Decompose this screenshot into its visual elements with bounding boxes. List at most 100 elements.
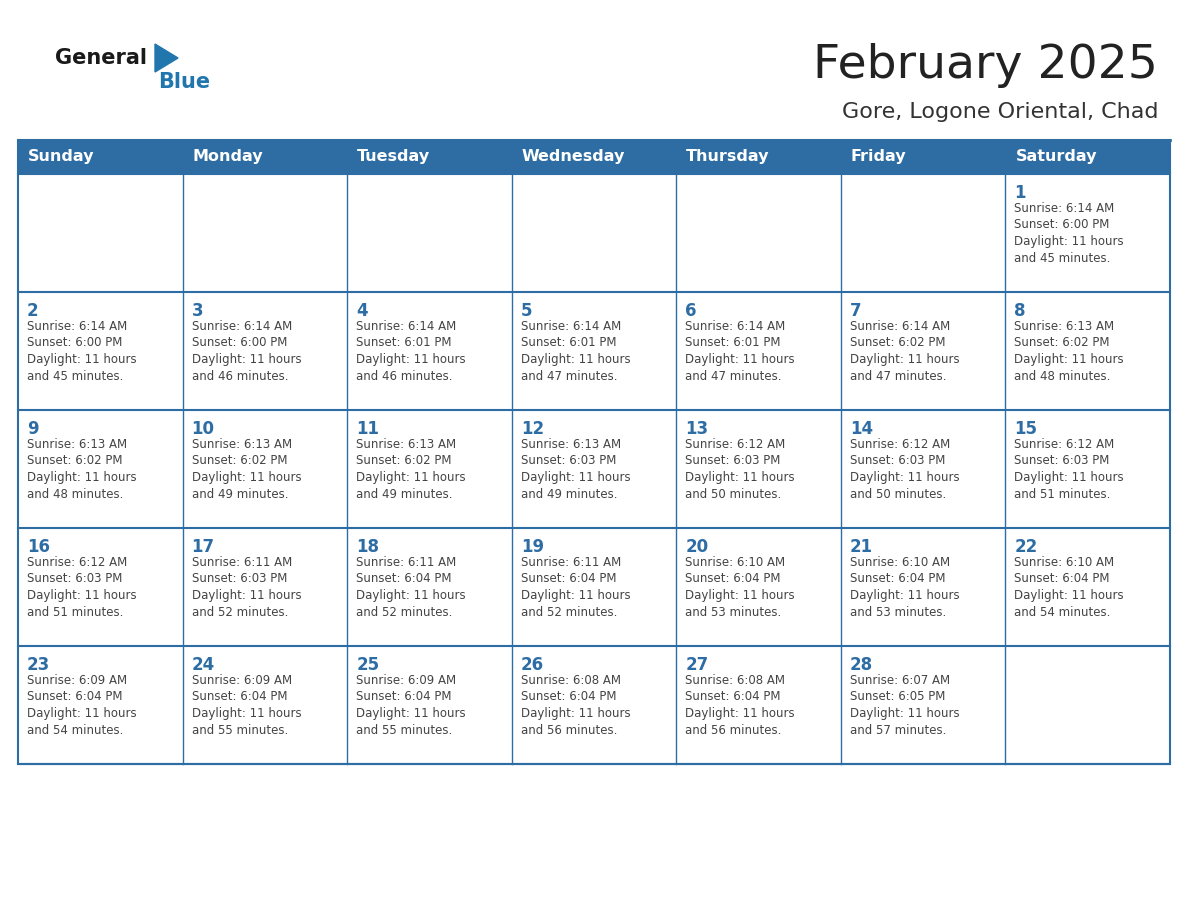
Text: and 49 minutes.: and 49 minutes. — [191, 487, 287, 500]
Text: and 45 minutes.: and 45 minutes. — [1015, 252, 1111, 264]
Text: and 51 minutes.: and 51 minutes. — [27, 606, 124, 619]
Text: Sunset: 6:04 PM: Sunset: 6:04 PM — [849, 573, 946, 586]
Bar — [676, 174, 841, 292]
Text: Sunrise: 6:14 AM: Sunrise: 6:14 AM — [191, 320, 292, 333]
Text: and 50 minutes.: and 50 minutes. — [849, 487, 946, 500]
Bar — [676, 646, 841, 764]
Bar — [512, 174, 676, 292]
Text: Sunset: 6:03 PM: Sunset: 6:03 PM — [1015, 454, 1110, 467]
Text: Sunrise: 6:12 AM: Sunrise: 6:12 AM — [849, 438, 950, 451]
Text: Daylight: 11 hours: Daylight: 11 hours — [849, 589, 960, 602]
Text: 28: 28 — [849, 656, 873, 674]
Text: Sunset: 6:02 PM: Sunset: 6:02 PM — [27, 454, 122, 467]
Text: Sunset: 6:03 PM: Sunset: 6:03 PM — [27, 573, 122, 586]
Text: Sunset: 6:01 PM: Sunset: 6:01 PM — [520, 337, 617, 350]
Text: Sunset: 6:03 PM: Sunset: 6:03 PM — [520, 454, 617, 467]
Text: and 48 minutes.: and 48 minutes. — [27, 487, 124, 500]
Text: Sunset: 6:04 PM: Sunset: 6:04 PM — [520, 690, 617, 703]
Text: 21: 21 — [849, 538, 873, 556]
Text: Sunrise: 6:10 AM: Sunrise: 6:10 AM — [849, 556, 950, 569]
Text: Daylight: 11 hours: Daylight: 11 hours — [191, 353, 302, 366]
Bar — [841, 528, 1005, 646]
Bar — [18, 140, 1170, 174]
Text: Sunset: 6:01 PM: Sunset: 6:01 PM — [685, 337, 781, 350]
Text: Sunset: 6:00 PM: Sunset: 6:00 PM — [27, 337, 122, 350]
Bar — [676, 292, 841, 410]
Bar — [183, 174, 347, 292]
Text: and 56 minutes.: and 56 minutes. — [685, 723, 782, 736]
Text: and 52 minutes.: and 52 minutes. — [191, 606, 287, 619]
Text: Sunset: 6:02 PM: Sunset: 6:02 PM — [191, 454, 287, 467]
Text: 27: 27 — [685, 656, 708, 674]
Text: 24: 24 — [191, 656, 215, 674]
Text: 2: 2 — [27, 302, 39, 320]
Text: Blue: Blue — [158, 72, 210, 92]
Text: Sunrise: 6:09 AM: Sunrise: 6:09 AM — [191, 674, 292, 687]
Text: 12: 12 — [520, 420, 544, 438]
Text: Sunset: 6:04 PM: Sunset: 6:04 PM — [191, 690, 287, 703]
Text: Daylight: 11 hours: Daylight: 11 hours — [520, 353, 631, 366]
Text: and 53 minutes.: and 53 minutes. — [685, 606, 782, 619]
Text: Daylight: 11 hours: Daylight: 11 hours — [27, 707, 137, 720]
Text: and 52 minutes.: and 52 minutes. — [356, 606, 453, 619]
Text: 7: 7 — [849, 302, 861, 320]
Text: Sunrise: 6:14 AM: Sunrise: 6:14 AM — [27, 320, 127, 333]
Text: and 47 minutes.: and 47 minutes. — [685, 370, 782, 383]
Bar — [512, 410, 676, 528]
Text: Tuesday: Tuesday — [358, 150, 430, 164]
Text: Sunrise: 6:13 AM: Sunrise: 6:13 AM — [191, 438, 292, 451]
Text: Daylight: 11 hours: Daylight: 11 hours — [849, 471, 960, 484]
Text: and 51 minutes.: and 51 minutes. — [1015, 487, 1111, 500]
Text: and 50 minutes.: and 50 minutes. — [685, 487, 782, 500]
Bar — [512, 528, 676, 646]
Text: Sunset: 6:04 PM: Sunset: 6:04 PM — [520, 573, 617, 586]
Text: Sunset: 6:03 PM: Sunset: 6:03 PM — [191, 573, 287, 586]
Bar — [512, 292, 676, 410]
Text: and 47 minutes.: and 47 minutes. — [520, 370, 618, 383]
Text: and 55 minutes.: and 55 minutes. — [191, 723, 287, 736]
Bar — [18, 292, 183, 410]
Text: Daylight: 11 hours: Daylight: 11 hours — [191, 589, 302, 602]
Bar — [18, 528, 183, 646]
Text: Daylight: 11 hours: Daylight: 11 hours — [27, 589, 137, 602]
Text: Gore, Logone Oriental, Chad: Gore, Logone Oriental, Chad — [841, 102, 1158, 122]
Bar — [183, 646, 347, 764]
Text: Sunset: 6:05 PM: Sunset: 6:05 PM — [849, 690, 946, 703]
Text: and 54 minutes.: and 54 minutes. — [27, 723, 124, 736]
Bar — [183, 292, 347, 410]
Text: Daylight: 11 hours: Daylight: 11 hours — [685, 471, 795, 484]
Text: 1: 1 — [1015, 184, 1026, 202]
Text: Sunrise: 6:09 AM: Sunrise: 6:09 AM — [356, 674, 456, 687]
Text: Sunrise: 6:11 AM: Sunrise: 6:11 AM — [520, 556, 621, 569]
Text: 20: 20 — [685, 538, 708, 556]
Text: 23: 23 — [27, 656, 50, 674]
Text: General: General — [55, 48, 147, 68]
Text: Daylight: 11 hours: Daylight: 11 hours — [849, 707, 960, 720]
Bar — [676, 528, 841, 646]
Bar — [1005, 528, 1170, 646]
Text: 5: 5 — [520, 302, 532, 320]
Text: Daylight: 11 hours: Daylight: 11 hours — [685, 707, 795, 720]
Text: Daylight: 11 hours: Daylight: 11 hours — [191, 707, 302, 720]
Text: 22: 22 — [1015, 538, 1037, 556]
Bar — [1005, 410, 1170, 528]
Bar — [347, 174, 512, 292]
Text: Monday: Monday — [192, 150, 264, 164]
Text: Sunrise: 6:11 AM: Sunrise: 6:11 AM — [356, 556, 456, 569]
Bar — [1005, 292, 1170, 410]
Bar — [18, 140, 1170, 764]
Text: Daylight: 11 hours: Daylight: 11 hours — [520, 707, 631, 720]
Text: Sunset: 6:04 PM: Sunset: 6:04 PM — [685, 573, 781, 586]
Text: Daylight: 11 hours: Daylight: 11 hours — [1015, 471, 1124, 484]
Text: Sunset: 6:04 PM: Sunset: 6:04 PM — [1015, 573, 1110, 586]
Bar — [18, 646, 183, 764]
Text: 4: 4 — [356, 302, 368, 320]
Text: Sunset: 6:04 PM: Sunset: 6:04 PM — [356, 573, 451, 586]
Text: 10: 10 — [191, 420, 215, 438]
Text: Daylight: 11 hours: Daylight: 11 hours — [685, 353, 795, 366]
Text: Daylight: 11 hours: Daylight: 11 hours — [356, 353, 466, 366]
Text: 11: 11 — [356, 420, 379, 438]
Text: Sunrise: 6:13 AM: Sunrise: 6:13 AM — [27, 438, 127, 451]
Text: Thursday: Thursday — [687, 150, 770, 164]
Text: Daylight: 11 hours: Daylight: 11 hours — [1015, 235, 1124, 248]
